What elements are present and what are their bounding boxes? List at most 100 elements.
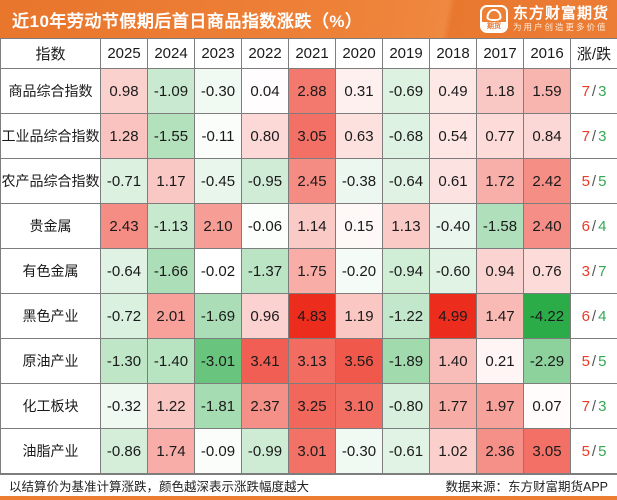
heatmap-cell: 2.42 — [523, 158, 571, 204]
heatmap-cell: 1.59 — [523, 68, 571, 114]
heatmap-cell: 1.77 — [429, 383, 477, 429]
table-row: 农产品综合指数 -0.71 1.17 -0.45 -0.95 2.45 -0.38 -0.64… — [0, 158, 617, 204]
heatmap-cell: -0.64 — [382, 158, 430, 204]
heatmap-cell: -0.68 — [382, 113, 430, 159]
title-bar: 近10年劳动节假期后首日商品指数涨跌（%） 期货 东方财富期货 为用户创造更多价… — [0, 0, 617, 38]
heatmap-cell: 2.10 — [194, 203, 242, 249]
heatmap-cell: -0.20 — [335, 248, 383, 294]
row-label: 工业品综合指数 — [0, 113, 101, 159]
column-header-year: 2022 — [241, 38, 289, 69]
updown-cell: 6/4 — [570, 293, 617, 339]
heatmap-cell: 3.01 — [288, 428, 336, 474]
brand-icon-label: 期货 — [481, 22, 506, 31]
column-header-year: 2016 — [523, 38, 571, 69]
heatmap-cell: -0.09 — [194, 428, 242, 474]
heatmap-cell: -0.02 — [194, 248, 242, 294]
updown-cell: 7/3 — [570, 383, 617, 429]
table-row: 贵金属 2.43 -1.13 2.10 -0.06 1.14 0.15 1.13 -0.40 -1… — [0, 203, 617, 249]
footer-note: 以结算价为基准计算涨跌，颜色越深表示涨跌幅度越大 — [9, 480, 310, 494]
heatmap-cell: -0.80 — [382, 383, 430, 429]
row-label: 黑色产业 — [0, 293, 101, 339]
column-header-year: 2024 — [147, 38, 195, 69]
heatmap-table: 指数 2025 2024 2023 2022 2021 2020 2019 2018 2017 20… — [0, 38, 617, 474]
footer-bar: 以结算价为基准计算涨跌，颜色越深表示涨跌幅度越大 数据来源：东方财富期货APP — [0, 474, 617, 496]
column-header-year: 2020 — [335, 38, 383, 69]
heatmap-cell: -0.61 — [382, 428, 430, 474]
heatmap-cell: -1.22 — [382, 293, 430, 339]
heatmap-cell: 2.43 — [100, 203, 148, 249]
heatmap-cell: 0.94 — [476, 248, 524, 294]
heatmap-cell: 1.75 — [288, 248, 336, 294]
updown-cell: 5/5 — [570, 428, 617, 474]
heatmap-cell: -0.45 — [194, 158, 242, 204]
heatmap-cell: 4.83 — [288, 293, 336, 339]
row-label: 商品综合指数 — [0, 68, 101, 114]
slash: / — [591, 397, 597, 415]
brand-name: 东方财富期货 — [512, 4, 609, 22]
heatmap-cell: -0.40 — [429, 203, 477, 249]
row-label: 有色金属 — [0, 248, 101, 294]
heatmap-cell: -0.86 — [100, 428, 148, 474]
row-label: 原油产业 — [0, 338, 101, 384]
updown-cell: 5/5 — [570, 338, 617, 384]
heatmap-cell: -0.94 — [382, 248, 430, 294]
heatmap-cell: -2.29 — [523, 338, 571, 384]
slash: / — [591, 82, 597, 100]
heatmap-cell: 1.17 — [147, 158, 195, 204]
slash: / — [591, 442, 597, 460]
heatmap-cell: -1.09 — [147, 68, 195, 114]
table-row: 油脂产业 -0.86 1.74 -0.09 -0.99 3.01 -0.30 -0.61 1.0… — [0, 428, 617, 474]
heatmap-cell: 3.41 — [241, 338, 289, 384]
down-count: 4 — [598, 307, 607, 325]
slash: / — [591, 217, 597, 235]
heatmap-cell: -3.01 — [194, 338, 242, 384]
heatmap-cell: 2.45 — [288, 158, 336, 204]
heatmap-cell: -1.66 — [147, 248, 195, 294]
heatmap-cell: 0.04 — [241, 68, 289, 114]
heatmap-cell: -0.30 — [194, 68, 242, 114]
heatmap-cell: 2.37 — [241, 383, 289, 429]
column-header-year: 2025 — [100, 38, 148, 69]
bull-emblem-icon — [486, 9, 502, 21]
updown-cell: 6/4 — [570, 203, 617, 249]
heatmap-cell: -0.06 — [241, 203, 289, 249]
down-count: 5 — [598, 172, 607, 190]
up-count: 5 — [581, 352, 590, 370]
down-count: 4 — [598, 217, 607, 235]
heatmap-cell: 1.22 — [147, 383, 195, 429]
row-label: 油脂产业 — [0, 428, 101, 474]
heatmap-cell: 1.13 — [382, 203, 430, 249]
heatmap-cell: 2.88 — [288, 68, 336, 114]
heatmap-cell: -1.30 — [100, 338, 148, 384]
updown-cell: 7/3 — [570, 113, 617, 159]
heatmap-cell: -0.60 — [429, 248, 477, 294]
heatmap-cell: 0.54 — [429, 113, 477, 159]
heatmap-cell: 2.01 — [147, 293, 195, 339]
heatmap-cell: 0.77 — [476, 113, 524, 159]
slash: / — [591, 172, 597, 190]
down-count: 3 — [598, 127, 607, 145]
column-header-year: 2021 — [288, 38, 336, 69]
heatmap-cell: -0.64 — [100, 248, 148, 294]
column-header-year: 2023 — [194, 38, 242, 69]
heatmap-cell: -0.69 — [382, 68, 430, 114]
heatmap-cell: -0.32 — [100, 383, 148, 429]
brand-logo-icon: 期货 — [479, 5, 508, 33]
table-row: 工业品综合指数 1.28 -1.55 -0.11 0.80 3.05 0.63 -0.68 0.… — [0, 113, 617, 159]
row-label: 贵金属 — [0, 203, 101, 249]
updown-cell: 3/7 — [570, 248, 617, 294]
heatmap-cell: 0.98 — [100, 68, 148, 114]
heatmap-cell: -0.38 — [335, 158, 383, 204]
down-count: 7 — [598, 262, 607, 280]
down-count: 3 — [598, 82, 607, 100]
heatmap-cell: 0.80 — [241, 113, 289, 159]
down-count: 5 — [598, 442, 607, 460]
heatmap-cell: 0.49 — [429, 68, 477, 114]
heatmap-cell: 0.15 — [335, 203, 383, 249]
column-header-year: 2017 — [476, 38, 524, 69]
heatmap-cell: -1.58 — [476, 203, 524, 249]
column-header-year: 2018 — [429, 38, 477, 69]
heatmap-cell: -0.30 — [335, 428, 383, 474]
updown-cell: 5/5 — [570, 158, 617, 204]
heatmap-cell: 3.25 — [288, 383, 336, 429]
